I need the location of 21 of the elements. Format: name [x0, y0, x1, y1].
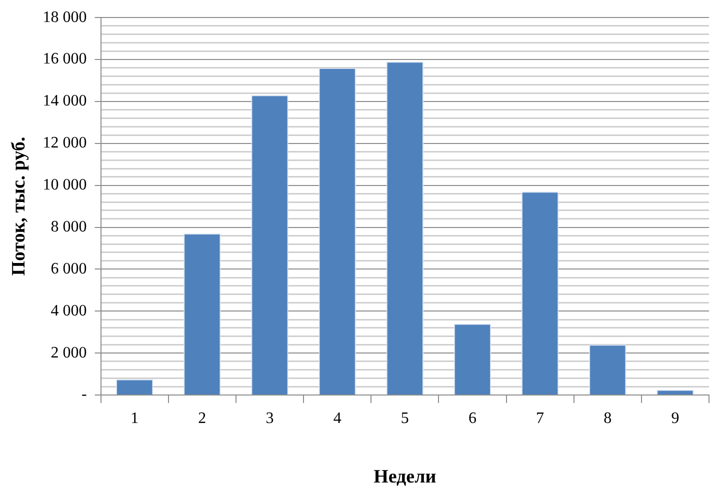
x-tick-label: 8 [604, 410, 612, 427]
y-tick-label: - [81, 386, 87, 404]
y-tick-label: 8 000 [50, 218, 87, 236]
x-tick-label: 5 [400, 410, 409, 427]
x-tick-label: 9 [671, 410, 680, 427]
x-axis-title: Недели [374, 466, 436, 488]
x-tick-label: 3 [266, 410, 274, 427]
x-tick-label: 4 [333, 410, 342, 427]
y-tick-label: 12 000 [42, 134, 87, 152]
y-tick-label: 14 000 [42, 92, 87, 110]
y-tick-label: 6 000 [50, 260, 87, 278]
x-tick-label: 7 [536, 410, 544, 427]
x-tick-label: 2 [198, 410, 206, 427]
y-tick-label: 16 000 [42, 50, 87, 68]
x-tick-label: 6 [468, 410, 476, 427]
y-tick-label: 10 000 [42, 176, 87, 194]
y-tick-label: 4 000 [50, 302, 87, 320]
y-tick-label: 18 000 [42, 8, 87, 26]
y-axis-title: Поток, тыс. руб. [8, 136, 30, 276]
y-tick-label: 2 000 [50, 344, 87, 362]
x-tick-label: 1 [130, 410, 139, 427]
